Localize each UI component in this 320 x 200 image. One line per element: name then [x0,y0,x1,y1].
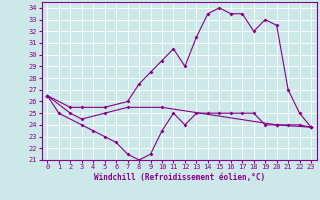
X-axis label: Windchill (Refroidissement éolien,°C): Windchill (Refroidissement éolien,°C) [94,173,265,182]
